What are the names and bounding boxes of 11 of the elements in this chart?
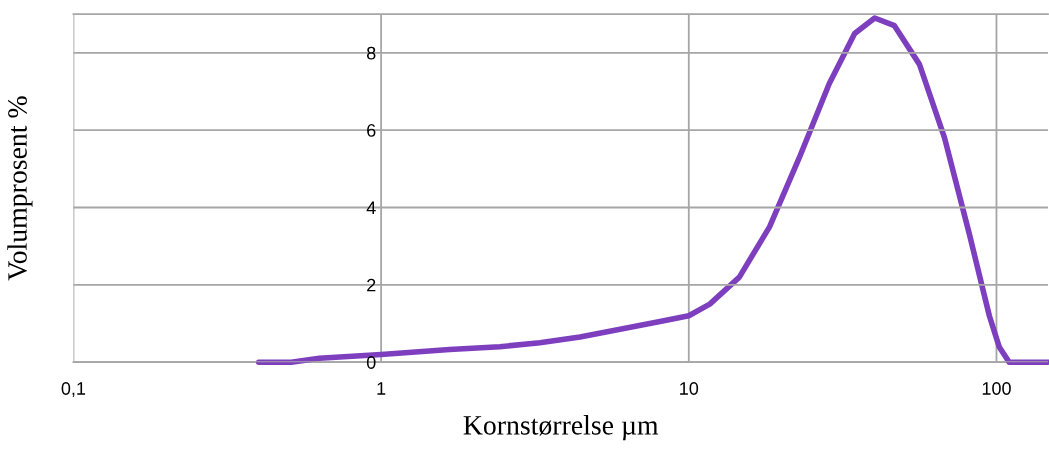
x-tick-label: 10	[680, 382, 699, 395]
x-tick-label: 100	[982, 382, 1011, 395]
y-tick-label: 6	[367, 124, 376, 137]
x-axis-title: Kornstørrelse µm	[463, 415, 659, 441]
y-tick-label: 8	[366, 46, 376, 60]
y-tick-label: 0	[366, 356, 376, 369]
x-tick-label: 1	[377, 382, 386, 395]
y-tick-label: 2	[367, 278, 376, 292]
x-tick-label: 0,1	[61, 382, 86, 398]
y-tick-label: 4	[366, 201, 376, 215]
y-axis-title: Volumprosent %	[7, 96, 33, 281]
